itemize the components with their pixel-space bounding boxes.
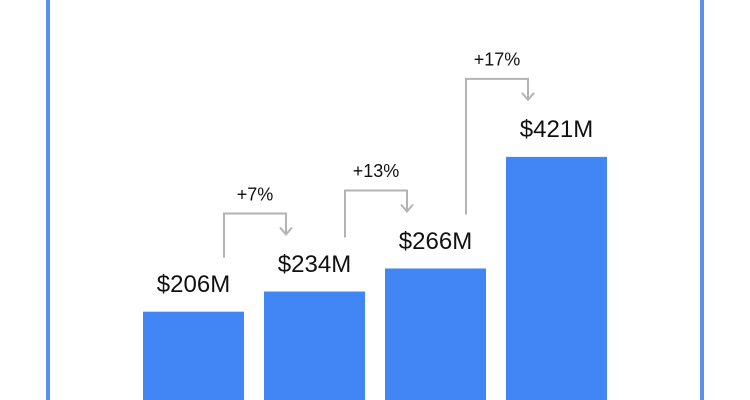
annotation: +17% <box>474 50 521 70</box>
bar <box>143 311 244 400</box>
annotation-arrowhead <box>521 92 535 102</box>
annotation-connector <box>223 212 287 258</box>
annotation: +13% <box>353 161 400 181</box>
bar <box>264 291 365 400</box>
annotation-arrowhead <box>400 203 414 214</box>
value-label: $234M <box>278 251 351 278</box>
bar <box>506 156 607 400</box>
value-label: $266M <box>399 228 472 255</box>
annotation-arrowhead <box>279 226 293 237</box>
annotation-connector <box>465 77 529 215</box>
bar <box>385 268 486 400</box>
annotation: +7% <box>237 184 274 204</box>
annotation-connector <box>344 189 408 238</box>
value-label: $421M <box>520 116 593 143</box>
value-label: $206M <box>157 271 230 298</box>
